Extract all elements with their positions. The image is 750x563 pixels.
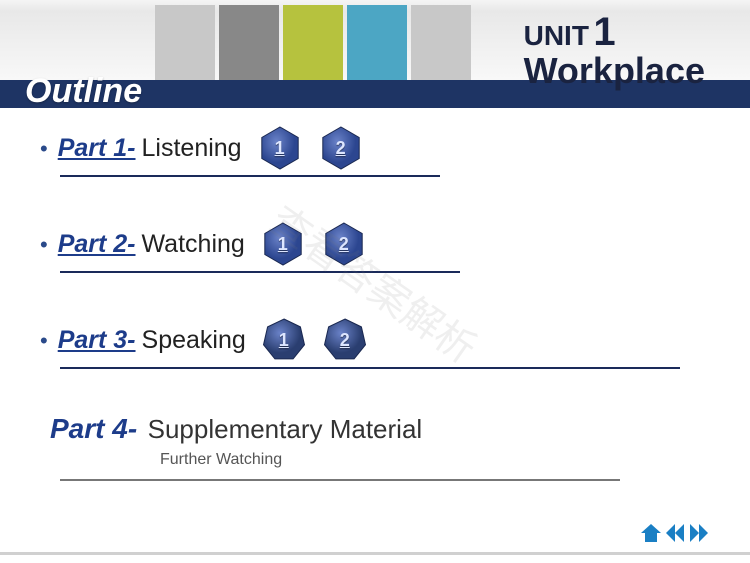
part-1-name: Listening [142,134,242,163]
section-number: 2 [340,330,350,351]
bottom-border [0,552,750,555]
unit-title-block: UNIT 1 Workplace [524,10,705,92]
section-number: 1 [278,234,288,255]
part-3-shapes: 1 2 [261,317,368,363]
section-link-shape[interactable]: 2 [322,317,368,363]
part-3-row: • Part 3- Speaking 1 2 [40,317,710,363]
part-4-row: Part 4- Supplementary Material Further W… [50,413,710,481]
section-link-shape[interactable]: 1 [257,125,303,171]
section-number: 1 [275,138,285,159]
part-2-name: Watching [142,230,245,259]
section-number: 2 [336,138,346,159]
part-3-label: Part 3- [58,326,136,355]
header-color-block [155,5,215,90]
part-1-row: • Part 1- Listening 1 2 [40,125,710,171]
outline-heading: Outline [25,72,142,111]
part-2-underline [60,271,460,273]
section-link-shape[interactable]: 2 [321,221,367,267]
part-1-underline [60,175,440,177]
prev-button[interactable] [664,523,686,543]
part-1-label: Part 1- [58,134,136,163]
header-color-block [347,5,407,90]
part-4-name: Supplementary Material [148,414,423,444]
part-3-underline [60,367,680,369]
header-color-block [411,5,471,90]
header-color-blocks [155,5,471,90]
bullet-icon: • [40,136,48,162]
part-2-row: • Part 2- Watching 1 2 [40,221,710,267]
section-link-shape[interactable]: 2 [318,125,364,171]
bullet-icon: • [40,232,48,258]
section-number: 2 [339,234,349,255]
unit-title: Workplace [524,50,705,92]
home-button[interactable] [640,523,662,543]
content-area: • Part 1- Listening 1 2 • Part 2- Watchi… [40,125,710,481]
nav-buttons [640,523,710,543]
header-color-block [219,5,279,90]
part-2-shapes: 1 2 [260,221,367,267]
section-link-shape[interactable]: 1 [260,221,306,267]
unit-number: 1 [593,10,615,54]
bullet-icon: • [40,328,48,354]
part-4-underline [60,479,620,481]
part-4-label: Part 4- [50,413,137,444]
part-3-name: Speaking [142,326,246,355]
section-link-shape[interactable]: 1 [261,317,307,363]
part-4-subtitle: Further Watching [160,451,710,469]
part-2-label: Part 2- [58,230,136,259]
part-1-shapes: 1 2 [257,125,364,171]
next-button[interactable] [688,523,710,543]
section-number: 1 [279,330,289,351]
header-color-block [283,5,343,90]
unit-label: UNIT [524,20,589,51]
